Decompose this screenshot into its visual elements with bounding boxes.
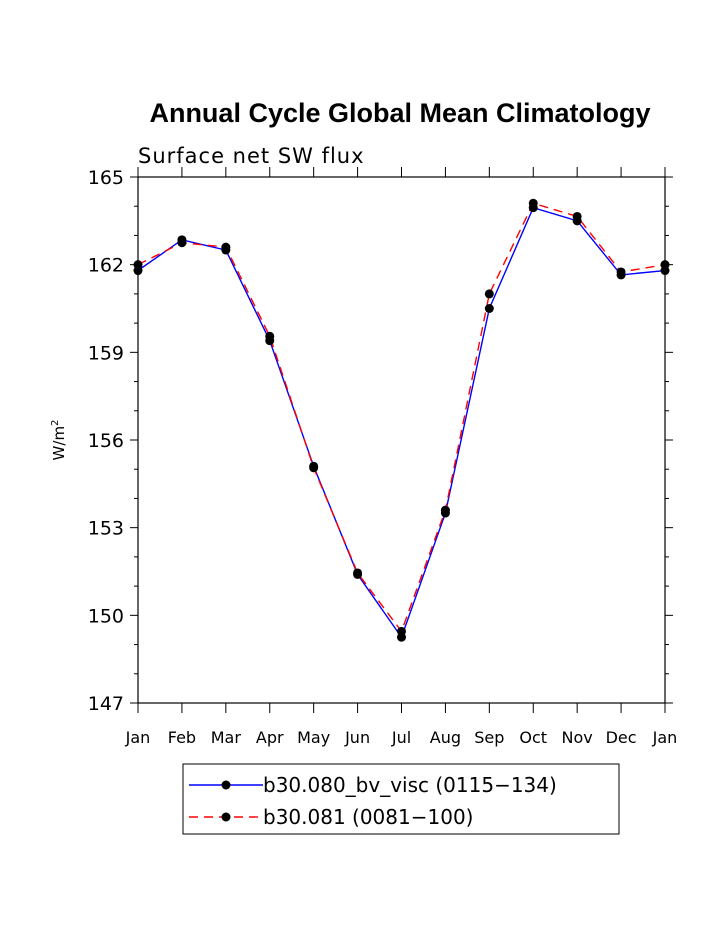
data-point-s1-10 [572, 211, 582, 221]
x-tick-label: Jul [391, 728, 411, 747]
legend: b30.080_bv_visc (0115−134) b30.081 (0081−… [182, 763, 620, 835]
x-tick-label: Jun [344, 728, 370, 747]
series-line-1 [137, 202, 666, 633]
data-point-s0-8 [484, 304, 494, 313]
y-axis-label-base: W/m [50, 426, 68, 461]
data-point-s1-4 [309, 463, 319, 473]
x-tick-label: Dec [606, 728, 637, 747]
series-lines [137, 202, 666, 639]
y-tick-label: 162 [88, 255, 124, 277]
x-tick-label: Sep [474, 728, 504, 747]
data-point-s1-5 [353, 568, 363, 578]
data-point-s1-6 [397, 626, 406, 636]
series-line-0 [137, 206, 666, 639]
legend-box [182, 763, 620, 835]
chart-subtitle: Surface net SW flux [138, 144, 365, 168]
data-point-s1-0 [133, 260, 143, 270]
chart-title: Annual Cycle Global Mean Climatology [149, 98, 650, 128]
data-point-s1-8 [484, 289, 494, 299]
x-tick-label: Oct [519, 728, 547, 747]
y-tick-label: 159 [88, 342, 124, 364]
y-axis-label: W/m2 [50, 420, 68, 461]
y-tick-label: 147 [88, 693, 124, 715]
y-tick-label: 153 [88, 518, 124, 540]
data-point-s1-3 [265, 331, 275, 341]
plot-frame [137, 176, 666, 704]
legend-label-1: b30.081 (0081−100) [263, 805, 473, 829]
y-tick-label: 165 [88, 167, 124, 189]
y-ticks: 147 150 153 156 159 162 165 [88, 167, 673, 715]
y-axis-label-sup: 2 [50, 420, 61, 426]
x-ticks: Jan Feb Mar Apr May Jun Jul Aug Sep Oct Nov Dec Jan [125, 167, 678, 747]
x-tick-label: Feb [168, 728, 196, 747]
x-tick-label: Jan [652, 728, 678, 747]
y-tick-label: 156 [88, 430, 124, 452]
legend-label-0: b30.080_bv_visc (0115−134) [263, 773, 557, 797]
data-point-s1-12 [660, 260, 670, 270]
data-point-s1-9 [528, 198, 538, 208]
y-tick-label: 150 [88, 605, 124, 627]
data-point-s1-7 [440, 505, 450, 515]
legend-marker-0 [221, 780, 231, 790]
data-point-s1-1 [177, 238, 187, 248]
x-tick-label: May [297, 728, 330, 747]
x-tick-label: Jan [125, 728, 151, 747]
series-points [133, 198, 670, 642]
x-tick-label: Aug [430, 728, 461, 747]
x-tick-label: Apr [256, 728, 284, 747]
x-tick-label: Mar [211, 728, 242, 747]
data-point-s1-11 [616, 267, 626, 277]
legend-marker-1 [221, 812, 231, 822]
data-point-s1-2 [221, 242, 231, 252]
x-tick-label: Nov [562, 728, 593, 747]
